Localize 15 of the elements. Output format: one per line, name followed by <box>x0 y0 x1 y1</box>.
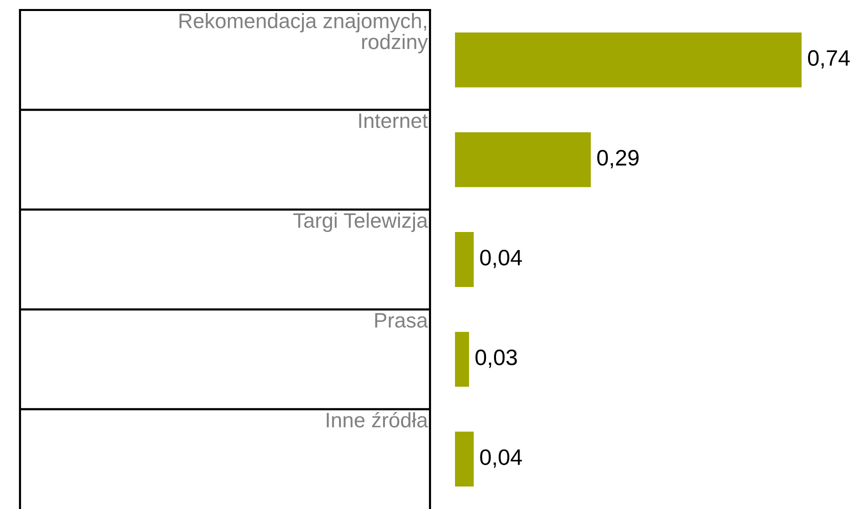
y-tick-label: Prasa <box>375 313 428 328</box>
y-tick-label: Targi Telewizja <box>293 212 428 232</box>
data-label: 0,29 <box>597 150 639 168</box>
bar <box>455 32 802 88</box>
y-tick-label: Rekomendacja znajomych, rodziny <box>180 12 428 54</box>
bar <box>455 132 591 188</box>
data-label: 0,74 <box>808 50 850 68</box>
y-tick-label: Internet <box>359 114 428 128</box>
y-tick-label: Inne źródła <box>326 412 428 428</box>
data-label: 0,03 <box>475 350 517 368</box>
data-label: 0,04 <box>480 449 522 468</box>
data-label: 0,04 <box>480 250 522 268</box>
bar <box>455 432 474 487</box>
bar <box>455 332 470 387</box>
bar <box>455 232 474 287</box>
